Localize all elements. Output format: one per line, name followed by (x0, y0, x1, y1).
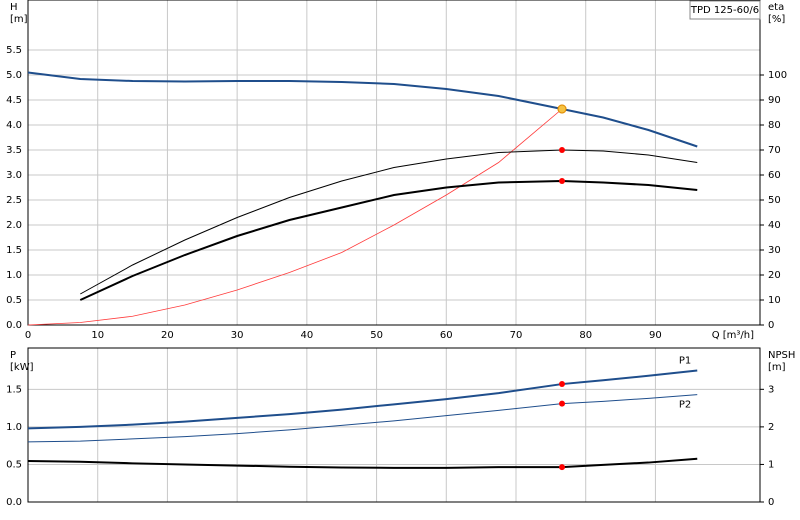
x-tick-label: 80 (579, 330, 592, 341)
curve (27, 369, 698, 430)
y-tick-label: 3.5 (6, 145, 22, 156)
y2-axis-unit: [%] (768, 14, 785, 25)
y2-tick-label: 1 (768, 459, 774, 470)
plot: 0 10 20 30 40 50 60 70 80 90 0.0 0.5 1.0 1.5 2.0 2.5 3.0… (6, 0, 787, 341)
curve (79, 179, 698, 301)
y2-tick-label: 60 (768, 170, 781, 181)
y-tick-label: 4.0 (6, 120, 22, 131)
curve (80, 149, 698, 295)
curve (27, 457, 698, 469)
y-axis-label: H (10, 2, 18, 13)
y-tick-label: 5.0 (6, 70, 22, 81)
plot: 0.0 0.5 1.0 1.5 0 1 2 3 P[kW] NPSH[m] P1 P2 (6, 347, 795, 508)
x-tick-label: 20 (161, 330, 174, 341)
y-tick-label: 0.0 (6, 320, 22, 331)
series-label: P1 (679, 356, 691, 367)
x-tick-label: 10 (91, 330, 104, 341)
y-tick-label: 1.5 (6, 245, 22, 256)
curve (27, 108, 563, 326)
operating-point (559, 381, 566, 388)
y-tick-label: 0.5 (6, 295, 22, 306)
plot-frame (27, 0, 761, 326)
x-tick-label: 40 (300, 330, 313, 341)
y2-tick-label: 0 (768, 497, 774, 508)
y-axis-label: P (10, 350, 16, 361)
operating-point (559, 464, 566, 471)
y-tick-label: 5.5 (6, 45, 22, 56)
y2-tick-label: 40 (768, 220, 781, 231)
x-tick-label: 60 (440, 330, 453, 341)
operating-point (559, 400, 566, 407)
y2-tick-label: 30 (768, 245, 781, 256)
y2-tick-label: 70 (768, 145, 781, 156)
curve (27, 71, 698, 148)
y2-tick-label: 2 (768, 422, 774, 433)
y2-tick-label: 50 (768, 195, 781, 206)
chart-title: TPD 125-60/6 (690, 5, 759, 16)
y-tick-label: 0.0 (6, 497, 22, 508)
y-tick-label: 4.5 (6, 95, 22, 106)
y2-axis-label: eta (768, 2, 784, 13)
y2-tick-label: 90 (768, 95, 781, 106)
operating-point (559, 147, 566, 153)
y2-tick-label: 3 (768, 384, 774, 395)
y-tick-label: 1.0 (6, 422, 22, 433)
x-tick-label: 70 (510, 330, 523, 341)
x-axis-label: Q [m³/h] (712, 330, 754, 341)
operating-point (557, 104, 567, 114)
x-tick-label: 50 (370, 330, 383, 341)
y-tick-label: 2.5 (6, 195, 22, 206)
y2-tick-label: 10 (768, 295, 781, 306)
curve (27, 394, 698, 443)
y-axis-unit: [m] (10, 14, 28, 25)
y2-axis-label: NPSH (768, 350, 795, 361)
y2-axis-unit: [m] (768, 362, 786, 373)
y2-tick-label: 20 (768, 270, 781, 281)
x-tick-label: 90 (649, 330, 662, 341)
y2-tick-label: 80 (768, 120, 781, 131)
y-axis-unit: [kW] (10, 362, 34, 373)
y-tick-label: 3.0 (6, 170, 22, 181)
x-tick-label: 0 (25, 330, 31, 341)
x-tick-label: 30 (231, 330, 244, 341)
plot-frame (27, 347, 761, 503)
y-tick-label: 1.5 (6, 384, 22, 395)
y2-tick-label: 100 (768, 70, 787, 81)
operating-point (559, 178, 566, 184)
series-label: P2 (679, 400, 691, 411)
y-tick-label: 0.5 (6, 459, 22, 470)
y-tick-label: 2.0 (6, 220, 22, 231)
y-tick-label: 1.0 (6, 270, 22, 281)
title-box (689, 0, 761, 20)
y2-tick-label: 0 (768, 320, 774, 331)
